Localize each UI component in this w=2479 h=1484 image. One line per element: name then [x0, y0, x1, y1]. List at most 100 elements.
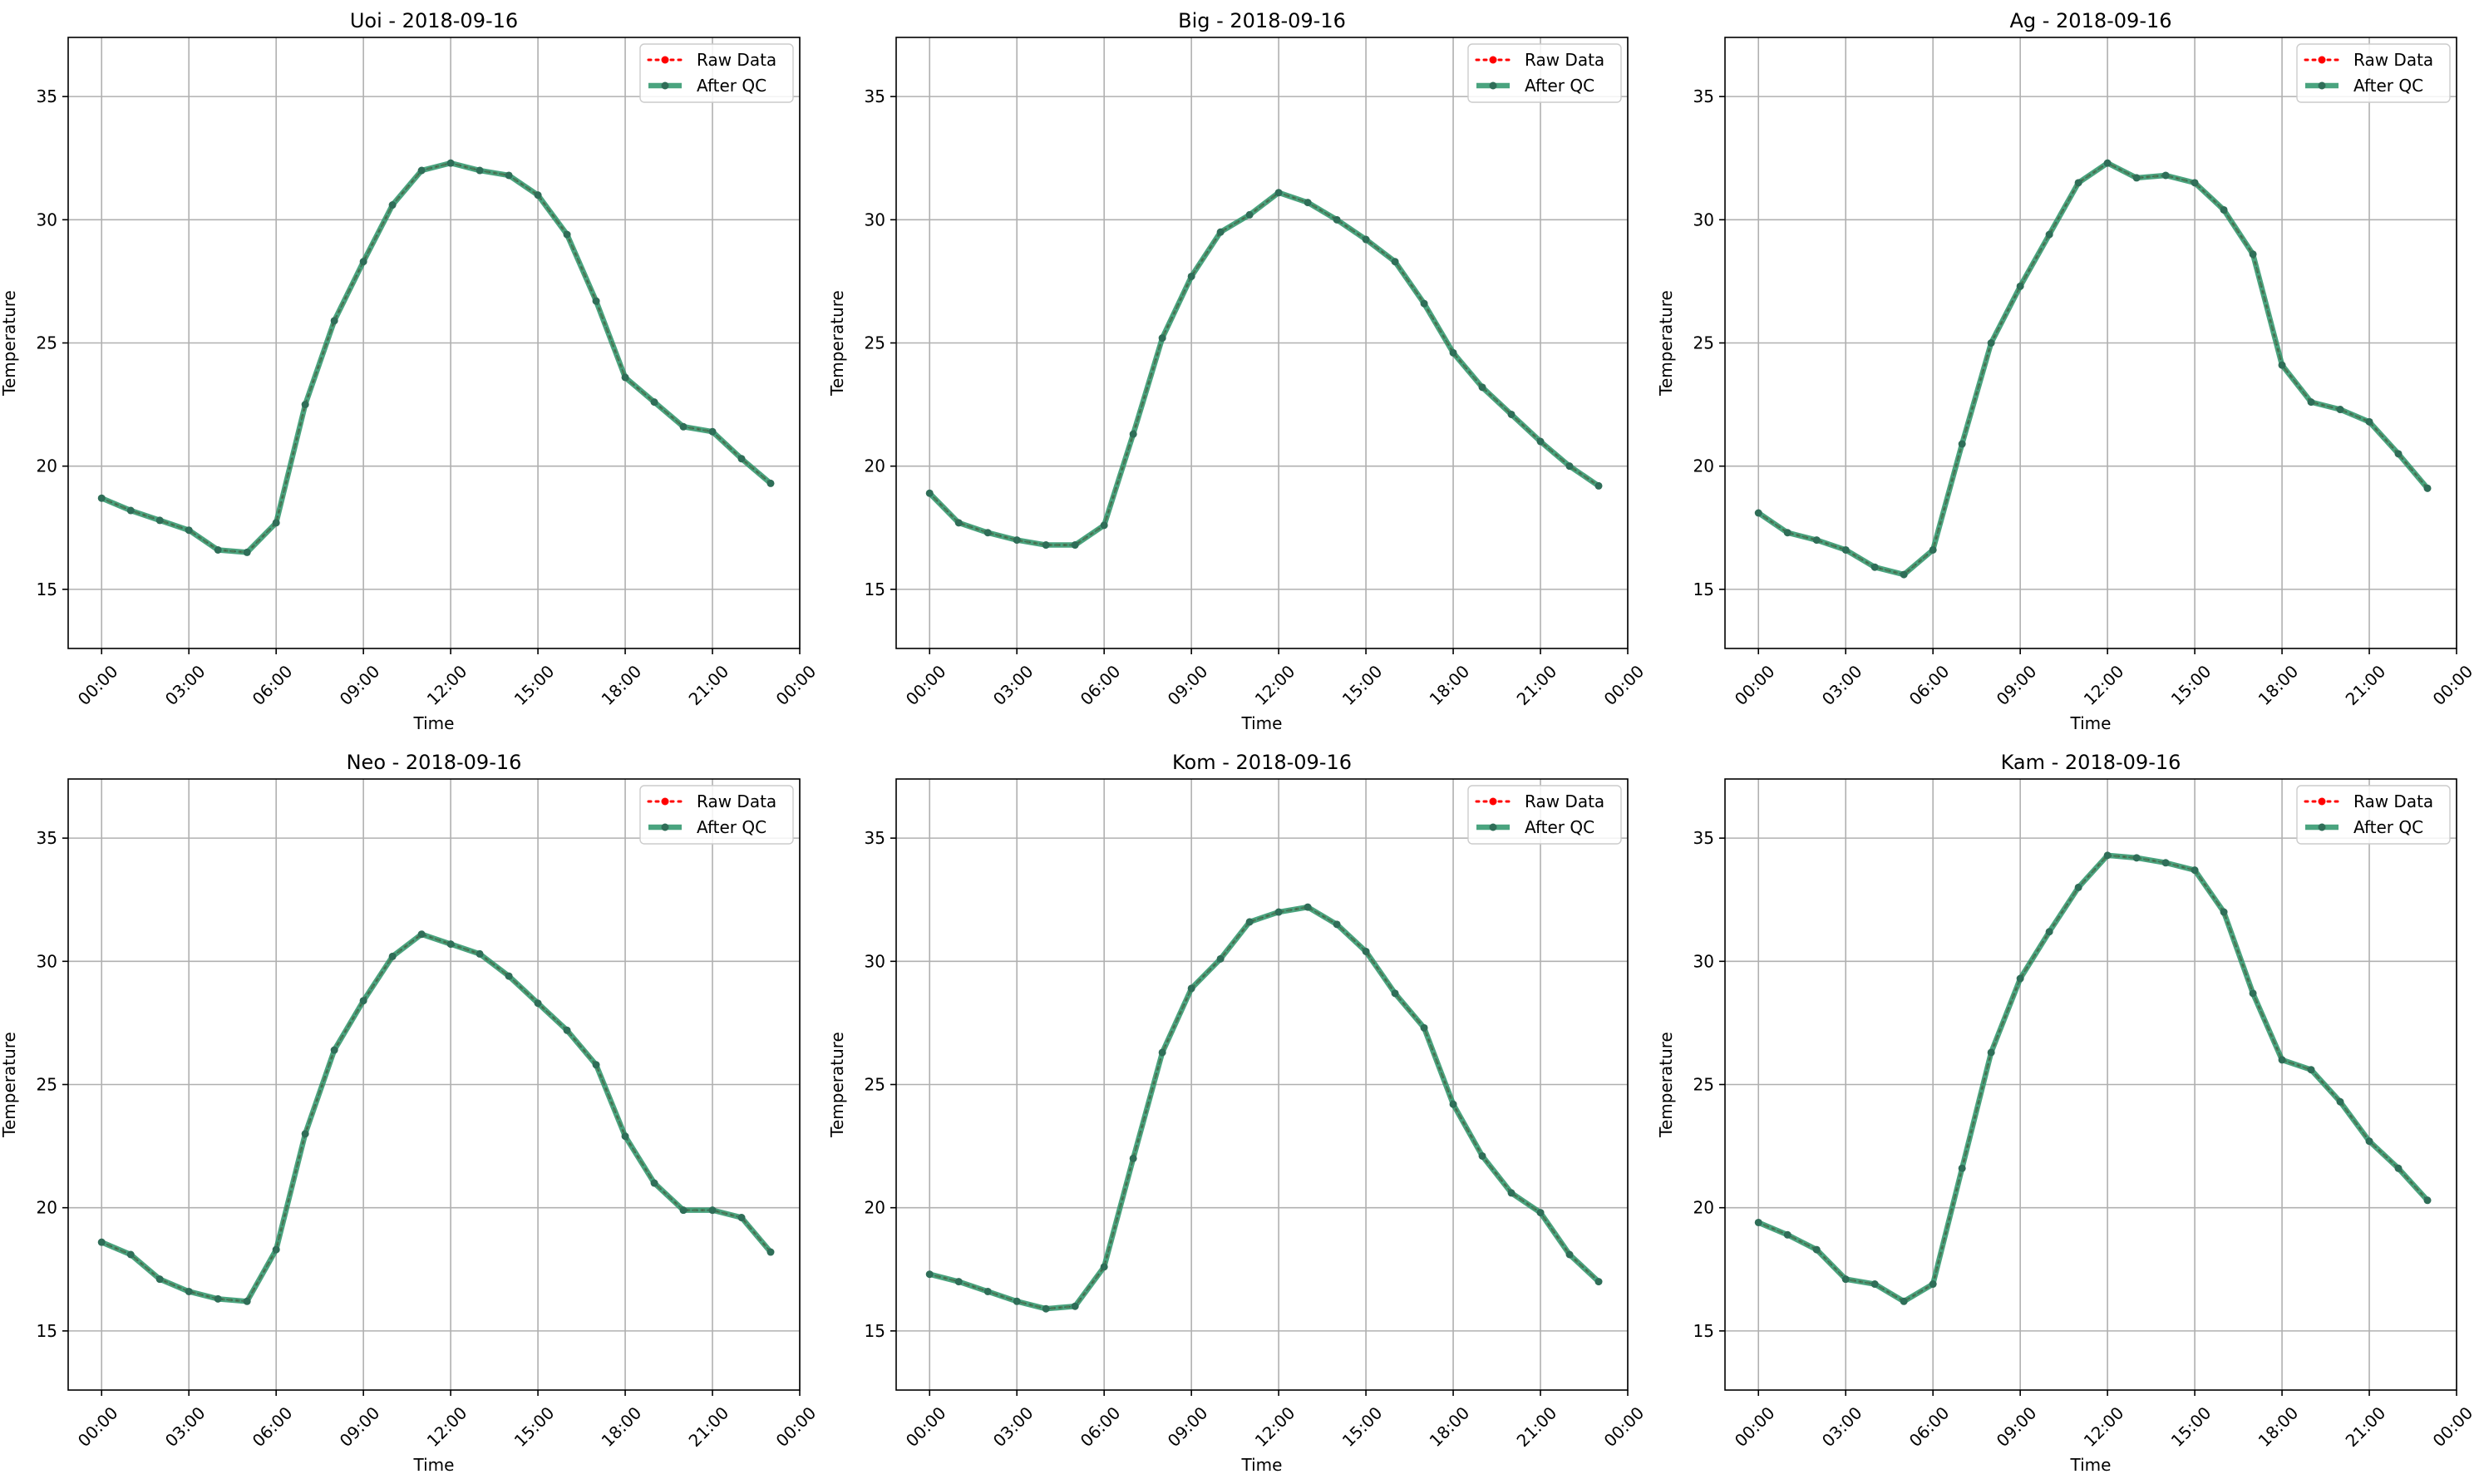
chart-5-qc-point-19 — [1478, 1151, 1486, 1160]
chart-3-xtick-label-4: 12:00 — [2080, 661, 2128, 709]
chart-6-qc-point-17 — [2249, 989, 2257, 998]
chart-1-xtick-label-3: 09:00 — [336, 661, 384, 709]
chart-3-title: Ag - 2018-09-16 — [2009, 9, 2171, 32]
chart-4-ytick-label-0: 15 — [37, 1321, 57, 1341]
chart-1-qc-point-7 — [301, 401, 309, 409]
chart-1-legend-raw-marker — [661, 56, 669, 64]
chart-3-qc-point-15 — [2191, 179, 2199, 187]
chart-2-qc-point-2 — [983, 529, 992, 537]
chart-1-qc-point-14 — [505, 171, 513, 180]
chart-5-legend-qc-marker — [1489, 823, 1497, 831]
chart-2-qc-point-7 — [1129, 430, 1137, 438]
chart-3-qc-point-18 — [2278, 361, 2286, 369]
chart-5-ytick-label-0: 15 — [865, 1321, 885, 1341]
chart-5-qc-point-14 — [1333, 920, 1341, 929]
chart-1-qc-point-6 — [272, 519, 280, 527]
chart-4-xtick-label-8: 00:00 — [772, 1403, 821, 1451]
chart-4-qc-point-7 — [301, 1130, 309, 1138]
chart-3-ytick-label-3: 30 — [1693, 210, 1714, 229]
chart-6-xtick-label-0: 00:00 — [1731, 1403, 1779, 1451]
chart-2-qc-point-8 — [1158, 334, 1166, 343]
chart-3-xtick-label-5: 15:00 — [2167, 661, 2215, 709]
chart-2-ytick-label-2: 25 — [865, 333, 885, 353]
chart-3-qc-point-7 — [1958, 440, 1966, 448]
chart-2: 15 20 25 30 35 00:00 03:00 06:00 09:00 12:00 15:00… — [827, 9, 1648, 733]
chart-2-qc-point-6 — [1100, 521, 1108, 530]
chart-4-qc-point-0 — [97, 1238, 106, 1246]
chart-5-xtick-label-4: 12:00 — [1251, 1403, 1299, 1451]
chart-6-qc-point-4 — [1870, 1280, 1879, 1289]
chart-2-qc-point-15 — [1362, 235, 1370, 244]
chart-3-qc-point-10 — [2045, 230, 2053, 239]
chart-2-qc-point-19 — [1478, 383, 1486, 392]
chart-4-qc-point-10 — [388, 952, 397, 960]
chart-2-qc-point-16 — [1391, 258, 1399, 266]
chart-5-xtick-label-5: 15:00 — [1338, 1403, 1387, 1451]
chart-4-legend-qc-label: After QC — [697, 817, 766, 837]
chart-4-legend-qc-marker — [661, 823, 669, 831]
chart-5-qc-point-6 — [1100, 1263, 1108, 1271]
chart-6-qc-point-0 — [1754, 1218, 1762, 1226]
chart-1-qc-point-11 — [417, 166, 426, 175]
chart-4-ytick-label-1: 20 — [37, 1198, 57, 1218]
chart-6-xtick-label-5: 15:00 — [2167, 1403, 2215, 1451]
chart-6-legend-raw-label: Raw Data — [2353, 791, 2433, 811]
chart-3-qc-point-1 — [1783, 529, 1791, 537]
chart-4: 15 20 25 30 35 00:00 03:00 06:00 09:00 12:00 15:00… — [0, 751, 820, 1475]
chart-5-qc-point-13 — [1304, 903, 1312, 911]
chart-1-qc-point-10 — [388, 201, 397, 210]
chart-2-xlabel: Time — [1241, 713, 1283, 733]
chart-1-ytick-label-4: 35 — [37, 86, 57, 106]
chart-1-ylabel: Temperature — [0, 290, 19, 397]
chart-2-qc-point-14 — [1333, 215, 1341, 224]
chart-4-qc-point-3 — [185, 1287, 193, 1295]
chart-4-ytick-label-3: 30 — [37, 951, 57, 971]
chart-2-qc-point-21 — [1536, 437, 1545, 446]
chart-5-series-qc-overlay — [929, 906, 1599, 1310]
chart-5-qc-point-7 — [1129, 1154, 1137, 1162]
chart-6-qc-point-9 — [2016, 974, 2024, 983]
chart-6-qc-point-1 — [1783, 1230, 1791, 1239]
chart-4-xtick-label-4: 12:00 — [423, 1403, 471, 1451]
chart-1-qc-point-16 — [563, 230, 571, 239]
chart-3-xtick-label-2: 06:00 — [1905, 661, 1954, 709]
chart-1-qc-point-20 — [679, 422, 688, 431]
chart-3-legend-qc-marker — [2318, 81, 2326, 90]
chart-5-legend-qc-label: After QC — [1525, 817, 1594, 837]
chart-2-xtick-label-7: 21:00 — [1513, 661, 1561, 709]
chart-6-qc-point-6 — [1929, 1280, 1937, 1289]
chart-4-qc-point-8 — [330, 1046, 338, 1054]
chart-6-xtick-label-8: 00:00 — [2429, 1403, 2477, 1451]
chart-1-qc-point-8 — [330, 317, 338, 325]
chart-5-xtick-label-2: 06:00 — [1077, 1403, 1125, 1451]
chart-6-qc-point-18 — [2278, 1056, 2286, 1064]
chart-1: 15 20 25 30 35 00:00 03:00 06:00 09:00 12:00 15:00… — [0, 9, 820, 733]
chart-3-xlabel: Time — [2070, 713, 2112, 733]
chart-5-qc-point-12 — [1274, 908, 1283, 916]
chart-5-xtick-label-1: 03:00 — [989, 1403, 1037, 1451]
chart-5-plot-area — [925, 903, 1603, 1313]
chart-1-qc-point-9 — [359, 258, 367, 266]
chart-1-qc-point-15 — [534, 191, 542, 200]
chart-1-legend: Raw Data After QC — [639, 43, 794, 103]
chart-6-qc-point-10 — [2045, 928, 2053, 936]
chart-4-qc-point-4 — [214, 1294, 222, 1303]
chart-2-qc-point-17 — [1420, 299, 1428, 308]
chart-3-qc-point-9 — [2016, 282, 2024, 290]
chart-6-qc-point-2 — [1812, 1245, 1821, 1254]
chart-2-xtick-label-5: 15:00 — [1338, 661, 1387, 709]
chart-1-ytick-label-2: 25 — [37, 333, 57, 353]
chart-6-qc-point-23 — [2423, 1196, 2432, 1205]
chart-5-legend-raw-marker — [1489, 797, 1497, 806]
chart-2-ytick-label-4: 35 — [865, 86, 885, 106]
chart-1-ytick-label-0: 15 — [37, 579, 57, 599]
chart-2-legend-raw-marker — [1489, 56, 1497, 64]
chart-5-xtick-label-8: 00:00 — [1600, 1403, 1649, 1451]
chart-3-series-raw-line — [1757, 161, 2429, 576]
chart-2-qc-point-20 — [1507, 410, 1515, 418]
chart-1-xlabel: Time — [413, 713, 455, 733]
chart-3-xtick-label-6: 18:00 — [2255, 661, 2303, 709]
chart-2-qc-point-10 — [1216, 228, 1225, 236]
chart-1-qc-point-3 — [185, 526, 193, 535]
